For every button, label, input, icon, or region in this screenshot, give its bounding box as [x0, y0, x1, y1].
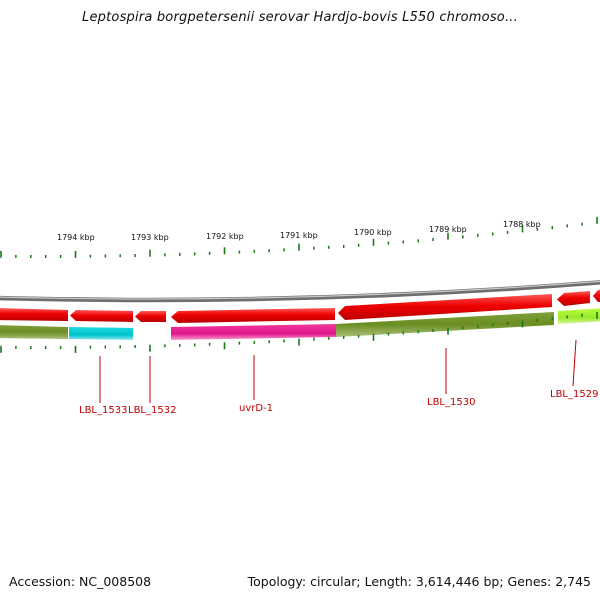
- gene-arrow[interactable]: [70, 310, 133, 322]
- track-segment-magenta[interactable]: [171, 324, 336, 340]
- gene-arrow[interactable]: [135, 311, 166, 322]
- scale-label-1793kbp: 1793 kbp: [131, 233, 169, 242]
- gene-label-lbl-1532[interactable]: LBL_1532: [128, 405, 176, 416]
- gene-features-strand: [0, 289, 600, 323]
- gene-arrow[interactable]: [0, 308, 68, 321]
- gene-arrow[interactable]: [557, 291, 590, 306]
- gene-labels: LBL_1533 LBL_1532 uvrD-1 LBL_1530 LBL_15…: [79, 339, 598, 416]
- gene-label-lbl-1530[interactable]: LBL_1530: [427, 397, 475, 408]
- scale-label-1792kbp: 1792 kbp: [206, 232, 244, 241]
- scale-ticks-top: [0, 216, 598, 258]
- gene-color-track: [0, 308, 600, 340]
- gene-arrow[interactable]: [338, 294, 552, 320]
- scale-label-1789kbp: 1789 kbp: [429, 225, 467, 234]
- track-segment-cyan[interactable]: [69, 327, 133, 340]
- gene-label-uvrd-1[interactable]: uvrD-1: [239, 403, 273, 414]
- chromosome-backbone: [0, 280, 600, 303]
- track-segment-lime[interactable]: [558, 308, 600, 324]
- scale-ticks-bottom: [0, 311, 598, 353]
- gene-arrow[interactable]: [593, 289, 600, 302]
- accession-text: Accession: NC_008508: [9, 574, 152, 589]
- gene-label-lbl-1529[interactable]: LBL_1529: [550, 389, 598, 400]
- gene-arrow[interactable]: [171, 308, 335, 323]
- gene-label-lbl-1533[interactable]: LBL_1533: [79, 405, 127, 416]
- track-segment-olive[interactable]: [336, 312, 554, 337]
- chromosome-title: Leptospira borgpetersenii serovar Hardjo…: [82, 10, 518, 25]
- genome-summary-text: Topology: circular; Length: 3,614,446 bp…: [247, 574, 591, 589]
- scale-labels: 1794 kbp 1793 kbp 1792 kbp 1791 kbp 1790…: [57, 220, 541, 242]
- scale-label-1788kbp: 1788 kbp: [503, 220, 541, 229]
- track-segment-olive[interactable]: [0, 325, 68, 339]
- scale-label-1794kbp: 1794 kbp: [57, 233, 95, 242]
- scale-label-1790kbp: 1790 kbp: [354, 228, 392, 237]
- scale-label-1791kbp: 1791 kbp: [280, 231, 318, 240]
